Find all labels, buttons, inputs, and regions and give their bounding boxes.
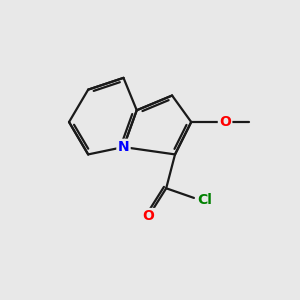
Text: Cl: Cl — [197, 193, 212, 207]
Text: N: N — [118, 140, 129, 154]
Text: O: O — [219, 115, 231, 129]
Text: O: O — [142, 209, 154, 223]
